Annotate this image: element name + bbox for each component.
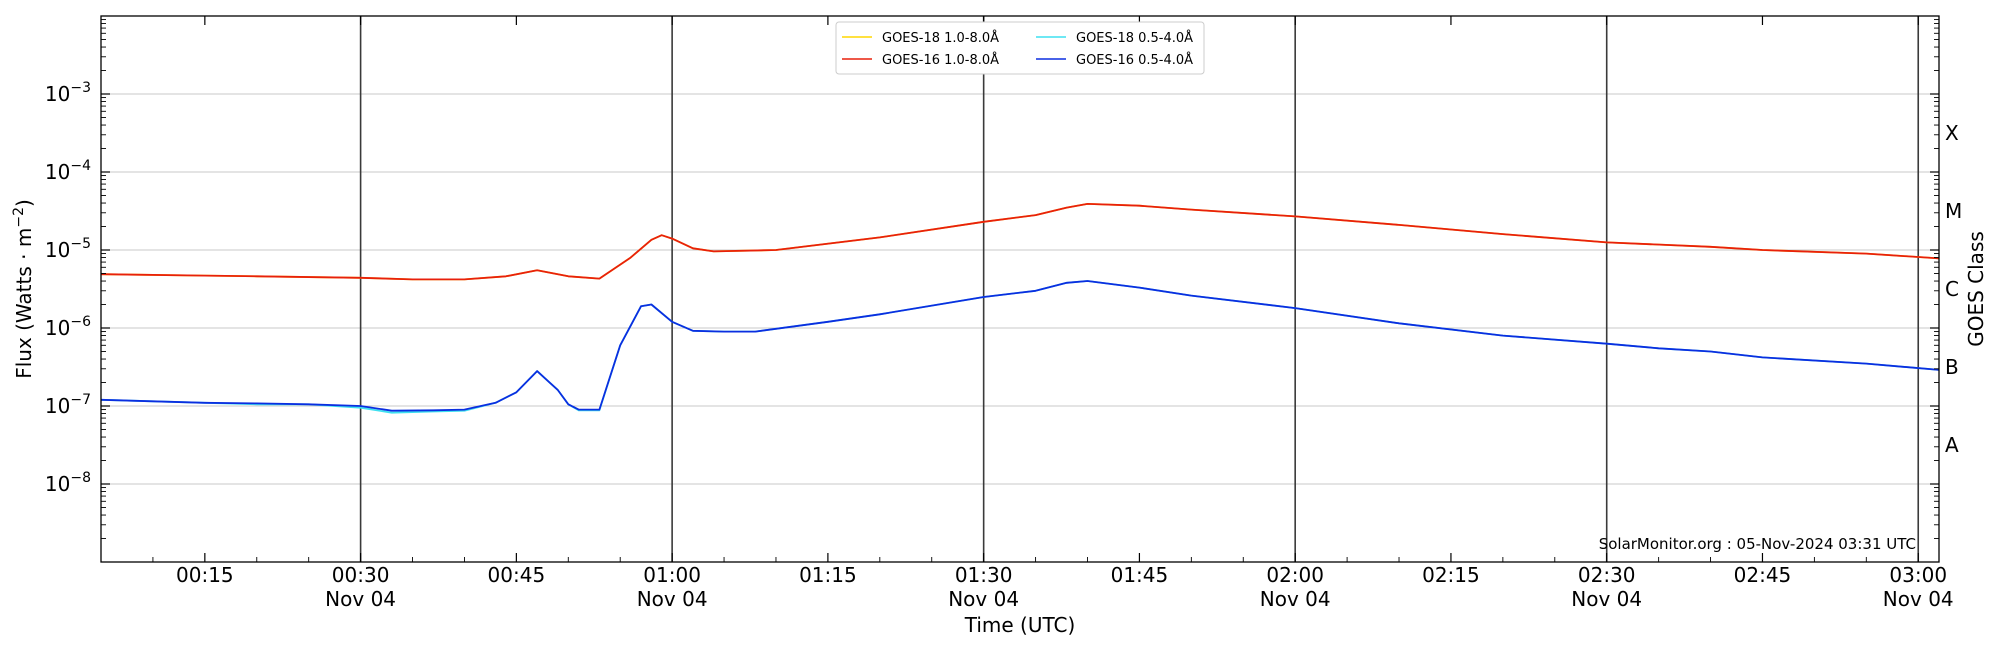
plot-frame — [100, 15, 1940, 563]
y-axis-title: Flux (Watts · m−2) — [11, 199, 36, 379]
x-tick-label: 01:15 — [799, 563, 857, 587]
x-tick-label: 01:45 — [1111, 563, 1169, 587]
legend-label: GOES-18 0.5-4.0Å — [1076, 30, 1193, 46]
x-tick-date-label: Nov 04 — [1260, 587, 1331, 611]
legend-box — [835, 21, 1205, 75]
legend-label: GOES-16 0.5-4.0Å — [1076, 52, 1193, 68]
x-tick-label: 01:30 — [955, 563, 1013, 587]
y-tick-label: 10−5 — [45, 236, 91, 262]
x-tick-date-label: Nov 04 — [637, 587, 708, 611]
y2-axis-title: GOES Class — [1964, 231, 1988, 347]
goes-class-label: C — [1945, 277, 1959, 301]
x-tick-date-label: Nov 04 — [325, 587, 396, 611]
x-tick-date-label: Nov 04 — [1571, 587, 1642, 611]
goes-class-labels: X M C B A — [1945, 121, 1962, 457]
goes-class-label: A — [1945, 433, 1959, 457]
x-axis-title: Time (UTC) — [964, 613, 1076, 637]
x-tick-label: 00:30 — [332, 563, 390, 587]
day-vertical-lines — [359, 16, 1920, 562]
legend: GOES-18 1.0-8.0Å GOES-16 1.0-8.0Å GOES-18 … — [835, 21, 1205, 75]
y-tick-label: 10−6 — [45, 314, 91, 340]
x-tick-label: 02:45 — [1734, 563, 1792, 587]
series-line — [100, 280, 1940, 412]
legend-label: GOES-16 1.0-8.0Å — [882, 52, 999, 68]
x-tick-date-label: Nov 04 — [1883, 587, 1954, 611]
y-tick-label: 10−8 — [45, 470, 91, 496]
y-tick-label: 10−3 — [45, 80, 91, 106]
legend-label: GOES-18 1.0-8.0Å — [882, 30, 999, 46]
series-line — [100, 203, 1940, 281]
y-tick-label: 10−4 — [45, 158, 91, 184]
x-tick-label: 00:45 — [488, 563, 546, 587]
x-tick-label: 01:00 — [643, 563, 701, 587]
goes-class-label: X — [1945, 121, 1959, 145]
x-tick-label: 02:30 — [1578, 563, 1636, 587]
series-lines — [100, 203, 1940, 414]
x-tick-label: 02:00 — [1266, 563, 1324, 587]
x-tick-label: 00:15 — [176, 563, 234, 587]
x-tick-label: 02:15 — [1422, 563, 1480, 587]
grid-lines — [101, 93, 1939, 485]
x-tick-date-label: Nov 04 — [948, 587, 1019, 611]
credit-text: SolarMonitor.org : 05-Nov-2024 03:31 UTC — [1599, 535, 1916, 553]
y-axis-ticks: 10−3 10−4 10−5 10−6 10−7 10−8 — [45, 19, 1939, 539]
goes-class-label: M — [1945, 199, 1962, 223]
goes-class-label: B — [1945, 355, 1959, 379]
y-tick-label: 10−7 — [45, 392, 91, 418]
x-tick-label: 03:00 — [1889, 563, 1947, 587]
